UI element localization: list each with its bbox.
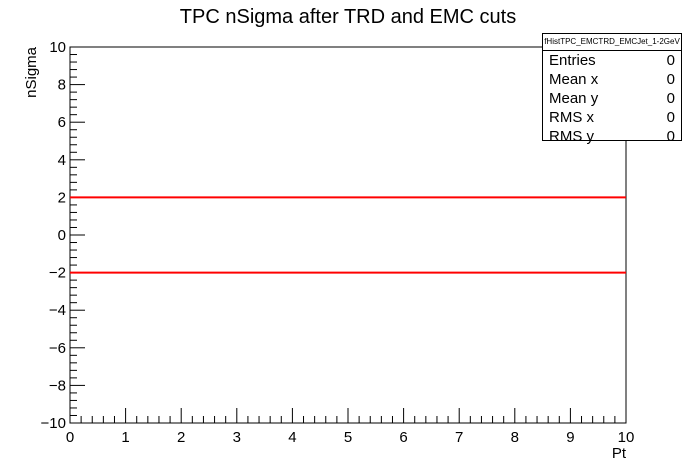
x-axis-label: Pt — [612, 445, 627, 462]
x-tick-label: 6 — [399, 429, 407, 446]
stats-row-rms-y: RMS y 0 — [543, 127, 681, 146]
series-lines — [70, 196, 626, 274]
chart-title: TPC nSigma after TRD and EMC cuts — [179, 6, 517, 28]
y-axis-label: nSigma — [23, 46, 40, 98]
stats-value: 0 — [666, 52, 675, 69]
stats-label: RMS y — [549, 128, 594, 145]
x-tick-label: 9 — [566, 429, 574, 446]
stats-row-entries: Entries 0 — [543, 51, 681, 70]
x-tick-label: 1 — [121, 429, 129, 446]
y-tick-label: 0 — [58, 227, 66, 244]
stats-label: Entries — [549, 52, 596, 69]
y-tick-label: −4 — [49, 302, 66, 319]
y-tick-label: 10 — [49, 39, 66, 56]
x-tick-label: 8 — [511, 429, 519, 446]
y-tick-label: 4 — [58, 152, 66, 169]
x-tick-label: 5 — [344, 429, 352, 446]
x-tick-label: 10 — [618, 429, 635, 446]
y-tick-label: −6 — [49, 340, 66, 357]
x-tick-label: 7 — [455, 429, 463, 446]
x-tick-label: 3 — [233, 429, 241, 446]
stats-box-name: fHistTPC_EMCTRD_EMCJet_1-2GeV — [543, 34, 681, 51]
y-tick-label: 2 — [58, 189, 66, 206]
x-tick-labels: 0 1 2 3 4 5 6 7 8 9 10 — [66, 429, 635, 446]
stats-row-mean-y: Mean y 0 — [543, 89, 681, 108]
x-tick-label: 2 — [177, 429, 185, 446]
x-tick-label: 4 — [288, 429, 296, 446]
stats-value: 0 — [666, 71, 675, 88]
y-tick-label: −2 — [49, 265, 66, 282]
stats-label: Mean y — [549, 90, 599, 107]
y-tick-label: 8 — [58, 77, 66, 94]
x-tick-label: 0 — [66, 429, 74, 446]
stats-value: 0 — [666, 109, 675, 126]
stats-value: 0 — [666, 90, 675, 107]
y-tick-label: −10 — [41, 415, 66, 432]
stats-label: Mean x — [549, 71, 599, 88]
stats-label: RMS x — [549, 109, 594, 126]
y-tick-labels: −10 −8 −6 −4 −2 0 2 4 6 8 10 — [41, 39, 66, 432]
stats-box: fHistTPC_EMCTRD_EMCJet_1-2GeV Entries 0 … — [542, 33, 682, 145]
stats-row-mean-x: Mean x 0 — [543, 70, 681, 89]
stats-value: 0 — [666, 128, 675, 145]
y-tick-label: −8 — [49, 377, 66, 394]
y-tick-label: 6 — [58, 114, 66, 131]
stats-row-rms-x: RMS x 0 — [543, 108, 681, 127]
